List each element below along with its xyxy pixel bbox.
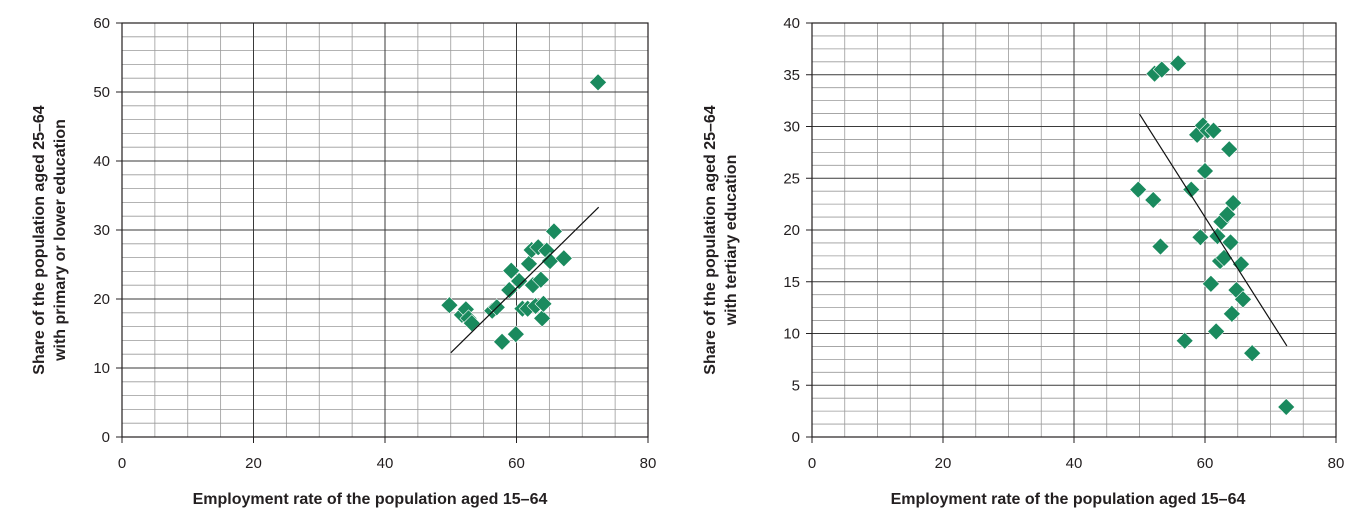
data-point — [1234, 290, 1252, 309]
x-tick-label: 20 — [245, 455, 262, 472]
data-point — [1175, 331, 1194, 350]
y-tick-label: 10 — [783, 326, 800, 343]
data-point — [1204, 121, 1223, 140]
y-tick-label: 5 — [792, 377, 800, 394]
y-axis-title: Share of the population aged 25–64 with p… — [31, 105, 69, 374]
scatter-chart-tertiary-education: 0 5 10 15 20 25 30 35 40 0 20 40 60 80 Employment rate… — [688, 0, 1351, 514]
data-point — [502, 261, 521, 280]
data-points — [1129, 54, 1296, 416]
chart-svg-right: 0 5 10 15 20 25 30 35 40 0 20 40 60 80 Employment rate… — [702, 15, 1345, 508]
y-tick-label: 20 — [783, 222, 800, 239]
x-tick-label: 0 — [808, 455, 816, 472]
y-axis-title-line: Share of the population aged 25–64 — [31, 105, 48, 374]
trendline — [450, 206, 600, 354]
y-tick-label: 35 — [783, 67, 800, 84]
y-tick-label: 20 — [93, 291, 110, 308]
data-point — [1129, 180, 1148, 199]
x-axis-title: Employment rate of the population aged 1… — [891, 491, 1246, 508]
scatter-chart-primary-education: 0 10 20 30 40 50 60 0 20 40 60 80 Employment rate of… — [31, 15, 657, 508]
y-tick-label: 40 — [783, 15, 800, 32]
data-point — [1277, 398, 1296, 416]
data-point — [1232, 255, 1250, 274]
data-point — [500, 281, 519, 299]
data-point — [1169, 54, 1188, 73]
y-tick-label: 10 — [93, 360, 110, 377]
y-tick-label: 0 — [102, 429, 110, 446]
data-point — [1222, 304, 1241, 323]
grid — [121, 22, 649, 438]
y-axis-title-line: Share of the population aged 25–64 — [702, 105, 719, 374]
x-axis-title: Employment rate of the population aged 1… — [193, 491, 548, 508]
y-tick-label: 50 — [93, 84, 110, 101]
data-point — [506, 325, 525, 344]
data-point — [534, 294, 553, 313]
data-point — [1151, 237, 1170, 256]
grid — [811, 22, 1337, 438]
data-point — [1221, 233, 1240, 252]
data-point — [510, 272, 529, 290]
trendline — [1138, 113, 1288, 347]
y-tick-label: 25 — [783, 170, 800, 187]
data-point — [493, 332, 511, 351]
data-point — [589, 73, 607, 92]
x-tick-label: 40 — [1066, 455, 1083, 472]
y-tick-label: 30 — [93, 222, 110, 239]
chart-svg-left: 0 10 20 30 40 50 60 0 20 40 60 80 Employment rate of… — [31, 15, 657, 508]
data-point — [531, 270, 550, 289]
data-point — [533, 309, 552, 328]
x-tick-label: 20 — [935, 455, 952, 472]
data-point — [440, 296, 459, 315]
data-point — [1243, 344, 1262, 363]
data-point — [1201, 274, 1220, 293]
data-point — [554, 249, 573, 268]
data-point — [1196, 162, 1214, 180]
x-tick-label: 40 — [377, 455, 394, 472]
data-point — [520, 254, 538, 273]
data-point — [1220, 140, 1239, 159]
y-tick-label: 40 — [93, 153, 110, 170]
data-point — [545, 222, 563, 241]
y-axis-title-line: with primary or lower education — [52, 119, 69, 362]
data-point — [1207, 322, 1226, 341]
data-point — [1191, 228, 1210, 247]
y-tick-label: 30 — [783, 119, 800, 136]
y-tick-label: 15 — [783, 274, 800, 291]
y-tick-label: 0 — [792, 429, 800, 446]
x-tick-label: 60 — [1197, 455, 1214, 472]
data-points — [440, 73, 607, 351]
y-axis-title-line: with tertiary education — [723, 155, 740, 327]
data-point — [1144, 191, 1163, 209]
x-tick-label: 80 — [1328, 455, 1345, 472]
x-tick-label: 80 — [640, 455, 657, 472]
data-point — [1152, 60, 1171, 79]
y-axis-title: Share of the population aged 25–64 with t… — [702, 105, 740, 374]
x-tick-label: 0 — [118, 455, 126, 472]
data-point — [1224, 194, 1243, 213]
x-tick-label: 60 — [508, 455, 525, 472]
y-tick-label: 60 — [93, 15, 110, 32]
